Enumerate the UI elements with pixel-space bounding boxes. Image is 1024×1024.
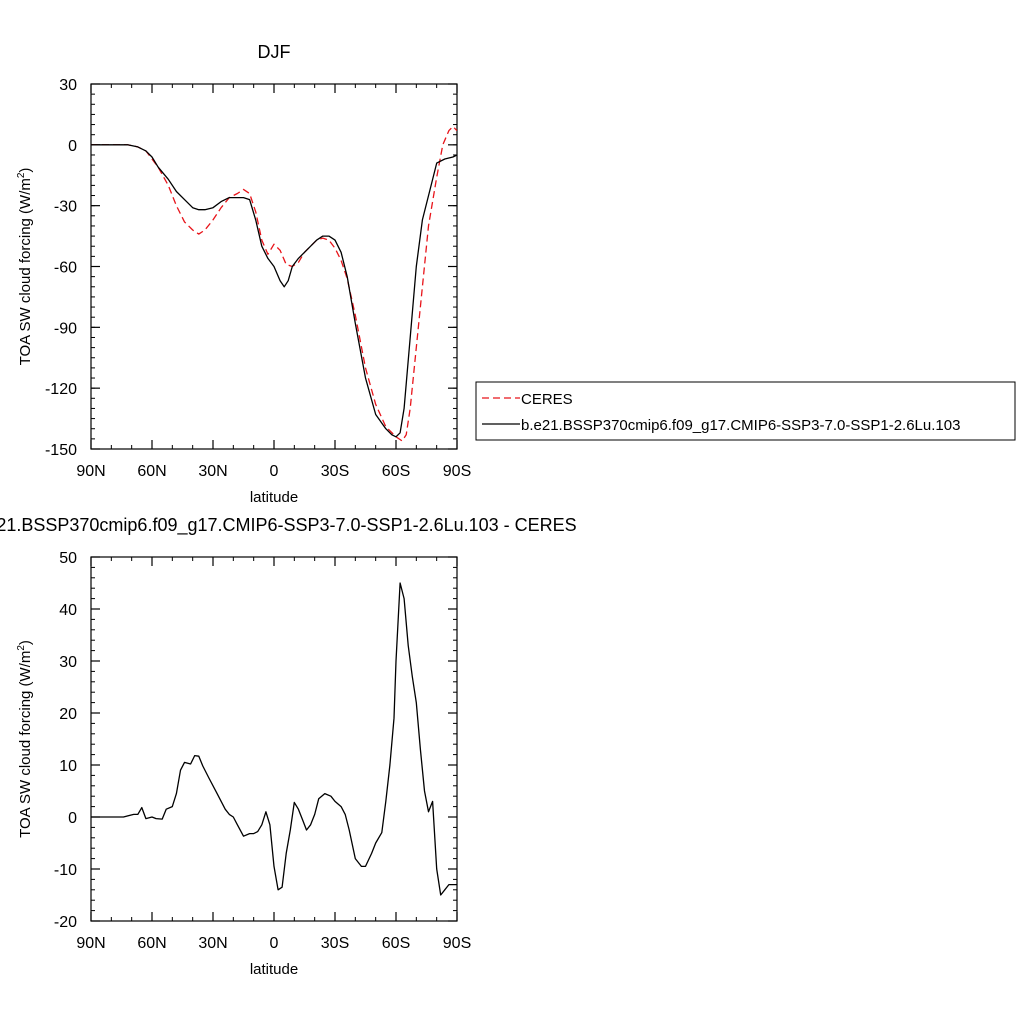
x-axis-label: latitude [250,489,298,506]
chart-2: b.e21.BSSP370cmip6.f09_g17.CMIP6-SSP3-7.… [0,515,577,978]
y-tick-label: 20 [59,706,77,723]
x-tick-label: 60S [382,935,410,952]
chart-title: DJF [258,42,291,62]
legend-frame [475,381,1016,441]
series-line-2 [91,144,457,438]
x-tick-label: 60N [137,935,166,952]
x-axis-label: latitude [250,961,298,978]
y-tick-label: -10 [54,862,77,879]
x-tick-label: 30S [321,463,349,480]
legend-label: b.e21.BSSP370cmip6.f09_g17.CMIP6-SSP3-7.… [521,417,960,434]
y-tick-label: -60 [54,260,77,277]
x-tick-label: 90S [443,935,471,952]
x-tick-label: 30N [198,463,227,480]
x-tick-label: 90N [76,935,105,952]
y-tick-label: -150 [45,442,77,459]
x-tick-label: 30N [198,935,227,952]
y-tick-label: 0 [68,810,77,827]
x-tick-label: 0 [270,463,279,480]
chart-title: b.e21.BSSP370cmip6.f09_g17.CMIP6-SSP3-7.… [0,515,577,536]
x-tick-label: 30S [321,935,349,952]
y-tick-label: -20 [54,914,77,931]
x-tick-label: 0 [270,935,279,952]
y-tick-label: 0 [68,138,77,155]
y-tick-label: -30 [54,199,77,216]
y-tick-label: 50 [59,550,77,567]
series-line-1 [91,125,457,442]
legend-label: CERES [521,391,573,408]
y-axis-label: TOA SW cloud forcing (W/m2) [16,168,34,366]
legend: CERES b.e21.BSSP370cmip6.f09_g17.CMIP6-SS… [475,381,1016,441]
y-tick-label: 40 [59,602,77,619]
x-tick-label: 90N [76,463,105,480]
x-tick-label: 60S [382,463,410,480]
series-line-1 [91,582,457,896]
y-tick-label: -90 [54,320,77,337]
y-tick-label: 30 [59,654,77,671]
chart-1: DJF 90N 60N 30N 0 30S 60S 90S 30 0 -30 -60 -90 -120 -1… [16,42,1016,506]
x-tick-label: 90S [443,463,471,480]
y-tick-label: 10 [59,758,77,775]
y-tick-label: 30 [59,77,77,94]
y-tick-label: -120 [45,381,77,398]
y-axis-label: TOA SW cloud forcing (W/m2) [16,640,34,838]
x-tick-label: 60N [137,463,166,480]
